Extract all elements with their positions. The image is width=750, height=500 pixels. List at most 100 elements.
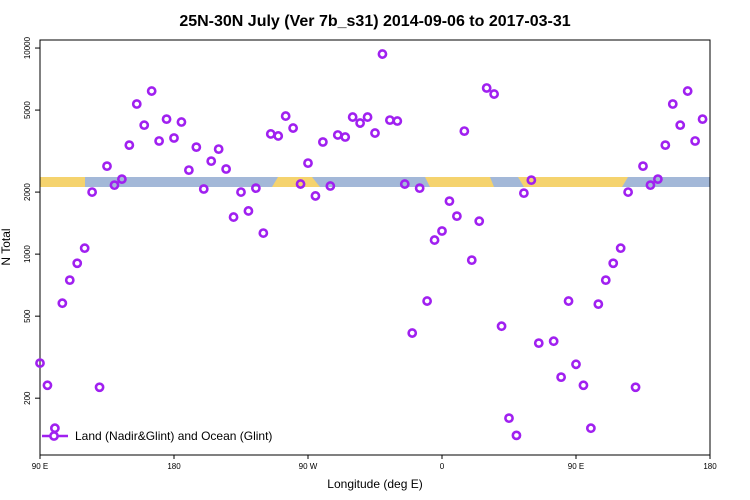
point (280, 111, 291, 121)
point (124, 140, 135, 151)
point (638, 161, 648, 172)
plot-frame (39, 39, 711, 456)
point (161, 114, 172, 125)
point (109, 180, 120, 191)
point (131, 99, 142, 109)
point (35, 358, 45, 368)
point (191, 142, 202, 153)
point (347, 112, 358, 122)
land-band (272, 177, 320, 187)
point (600, 275, 611, 286)
x-tick-label: 180 (167, 462, 181, 471)
point (682, 86, 693, 96)
point (102, 161, 112, 172)
point (556, 372, 567, 383)
y-tick-label: 5000 (23, 101, 32, 119)
point (176, 117, 187, 127)
point (355, 118, 366, 128)
y-tick-label: 1000 (23, 245, 32, 263)
x-axis-label: Longitude (deg E) (327, 477, 422, 491)
point (437, 226, 447, 236)
point (116, 174, 127, 185)
point (593, 299, 604, 310)
point (511, 430, 522, 441)
point (630, 382, 641, 393)
point (154, 136, 165, 146)
point (325, 181, 336, 191)
point (615, 243, 626, 254)
surface-band (40, 177, 710, 187)
y-axis-label: N Total (0, 228, 13, 265)
point (310, 191, 321, 201)
land-band (40, 177, 85, 187)
point (496, 321, 507, 332)
point (571, 359, 581, 370)
point (451, 211, 462, 222)
point (370, 128, 380, 138)
point (139, 120, 150, 131)
point (563, 296, 574, 306)
point (72, 258, 83, 269)
point (466, 255, 477, 266)
point (243, 206, 254, 216)
point (526, 175, 537, 186)
point (198, 184, 209, 194)
point (697, 114, 708, 125)
point (169, 133, 179, 143)
point (548, 336, 559, 347)
land-band (425, 177, 494, 187)
point (64, 275, 75, 286)
y-tick-label: 2000 (23, 183, 32, 201)
point (429, 235, 440, 245)
point (407, 328, 418, 338)
land-band (518, 177, 628, 187)
point (444, 196, 455, 207)
y-tick-label: 10000 (23, 36, 32, 59)
point (250, 183, 261, 194)
point (667, 99, 678, 109)
point (183, 165, 194, 176)
point (399, 179, 410, 189)
x-tick-label: 0 (440, 462, 445, 471)
point (474, 216, 485, 227)
point (578, 380, 589, 391)
point (623, 187, 634, 197)
point (57, 298, 68, 309)
point (236, 187, 246, 197)
point (414, 183, 425, 194)
point (392, 116, 403, 126)
y-tick-label: 200 (23, 391, 32, 405)
point (690, 136, 701, 146)
x-tick-label: 90 E (568, 462, 584, 471)
point (295, 179, 306, 189)
point (481, 83, 492, 93)
point (79, 243, 90, 254)
point (221, 164, 232, 174)
point (533, 338, 544, 349)
point (489, 89, 500, 99)
point (608, 258, 619, 269)
point (675, 120, 686, 131)
point (422, 296, 433, 306)
point (317, 137, 328, 147)
point (288, 123, 299, 133)
x-tick-label: 90 E (32, 462, 48, 471)
point (87, 187, 98, 197)
point (459, 126, 470, 137)
ocean-band (40, 177, 710, 187)
point (340, 132, 351, 142)
point (213, 144, 224, 155)
point (585, 423, 596, 434)
point (206, 156, 217, 167)
point (42, 380, 53, 391)
point (652, 174, 663, 185)
point (94, 382, 105, 393)
point (518, 188, 529, 199)
y-tick-label: 500 (23, 309, 32, 323)
legend-label: Land (Nadir&Glint) and Ocean (Glint) (75, 429, 272, 443)
point (660, 140, 671, 151)
point (258, 228, 269, 238)
point (362, 112, 373, 122)
